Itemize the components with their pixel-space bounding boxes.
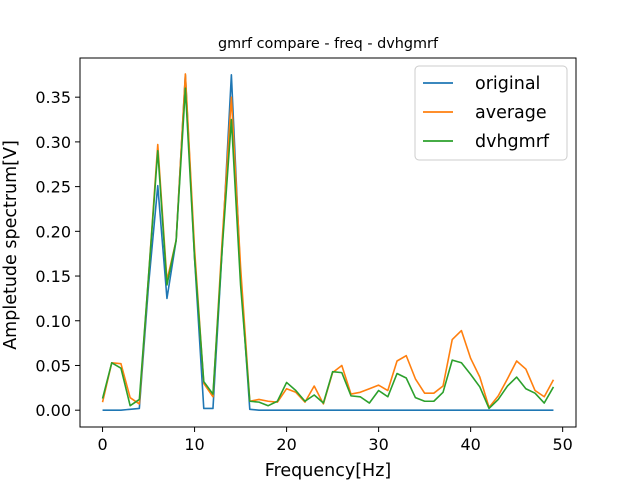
x-tick-label: 40 <box>460 435 480 454</box>
y-tick-label: 0.20 <box>35 222 71 241</box>
legend: original average dvhgmrf <box>414 65 568 161</box>
legend-box <box>414 65 568 161</box>
y-tick-label: 0.25 <box>35 178 71 197</box>
legend-label-average: average <box>475 103 547 123</box>
series-line-dvhgmrf <box>101 87 555 410</box>
y-tick-label: 0.05 <box>35 356 71 375</box>
y-tick-label: 0.15 <box>35 267 71 286</box>
y-tick-label: 0.30 <box>35 133 71 152</box>
legend-label-original: original <box>475 74 540 94</box>
x-tick-label: 10 <box>184 435 204 454</box>
y-tick-label: 0.10 <box>35 312 71 331</box>
y-axis-ticks: 0.00 0.05 0.10 0.15 0.20 0.25 0.30 0.35 <box>35 88 80 420</box>
legend-label-dvhgmrf: dvhgmrf <box>475 132 550 152</box>
chart-title: gmrf compare - freq - dvhgmrf <box>218 36 439 52</box>
x-tick-label: 30 <box>368 435 388 454</box>
plot-lines <box>101 73 555 411</box>
x-tick-label: 50 <box>552 435 572 454</box>
y-tick-label: 0.35 <box>35 88 71 107</box>
y-axis-label: Ampletude spectrum[V] <box>1 140 21 350</box>
plot-frame <box>79 57 577 428</box>
x-tick-label: 0 <box>97 435 107 454</box>
x-axis-label: Frequency[Hz] <box>265 461 391 480</box>
x-axis-ticks: 0 10 20 30 40 50 <box>97 427 573 454</box>
y-tick-label: 0.00 <box>35 401 71 420</box>
x-tick-label: 20 <box>276 435 296 454</box>
